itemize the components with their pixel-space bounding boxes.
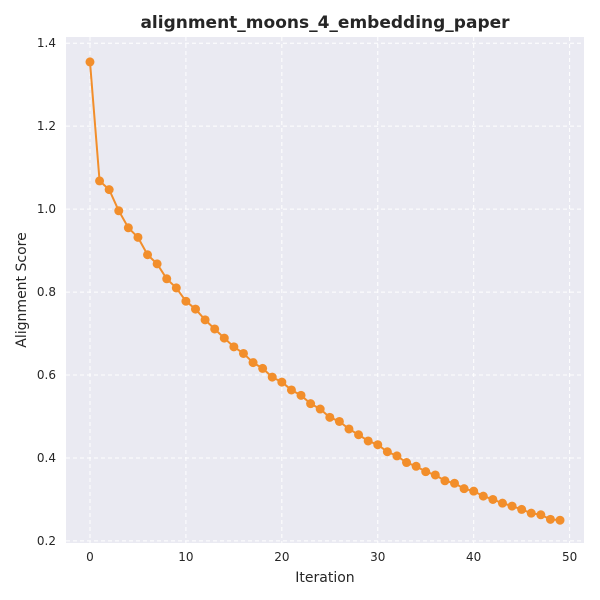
plot-area [66,37,584,543]
data-point [497,498,507,508]
data-point [296,390,306,400]
data-point [469,486,479,496]
data-point [344,424,354,434]
data-point [373,440,383,450]
y-tick-label: 0.8 [37,285,56,299]
data-point [200,315,210,325]
data-point [181,296,191,306]
data-point [536,510,546,520]
data-point [267,372,277,382]
y-tick-label: 0.4 [37,451,56,465]
grid-lines [66,37,584,543]
data-point [526,508,536,518]
data-point [334,416,344,426]
data-point [459,484,469,494]
data-point [354,430,364,440]
data-point [114,206,124,216]
data-point [392,451,402,461]
data-point [488,494,498,504]
data-series [85,57,565,525]
y-tick-label: 0.6 [37,368,56,382]
data-point [430,470,440,480]
axis-ticks: 0 10 20 30 40 50 0.2 0.4 0.6 0.8 1.0 1.2 1.4 [37,36,577,564]
data-point [95,176,105,186]
data-point [229,342,239,352]
data-point [258,363,268,373]
data-point [363,436,373,446]
data-point [517,504,527,514]
data-point [325,412,335,422]
data-point [507,501,517,511]
y-tick-label: 0.2 [37,534,56,548]
data-point [210,324,220,334]
data-point [277,377,287,387]
data-point [286,385,296,395]
data-point [478,491,488,501]
x-tick-label: 50 [562,550,577,564]
data-point [382,447,392,457]
data-point [315,404,325,414]
data-point [306,399,316,409]
x-axis-label: Iteration [295,570,354,586]
chart-title: alignment_moons_4_embedding_paper [140,13,510,33]
data-point [440,476,450,486]
data-point [421,467,431,477]
data-point [248,358,258,368]
data-point [238,348,248,358]
data-point [133,232,143,242]
x-tick-label: 40 [466,550,481,564]
x-tick-label: 20 [274,550,289,564]
data-point [219,333,229,343]
data-point [450,478,459,488]
y-tick-label: 1.4 [37,36,56,50]
data-point [191,304,200,314]
data-point [171,283,181,293]
data-point [85,57,95,67]
data-point [411,461,421,471]
data-point [402,458,412,468]
y-tick-label: 1.0 [37,202,56,216]
data-point [143,250,153,260]
y-axis-label: Alignment Score [14,232,30,347]
data-point [104,185,114,195]
x-tick-label: 30 [370,550,385,564]
data-point [123,223,133,233]
data-point [152,259,162,269]
data-point [545,514,555,524]
data-point [162,274,172,284]
y-tick-label: 1.2 [37,119,56,133]
x-tick-label: 10 [178,550,193,564]
x-tick-label: 0 [86,550,94,564]
data-point [555,515,565,525]
